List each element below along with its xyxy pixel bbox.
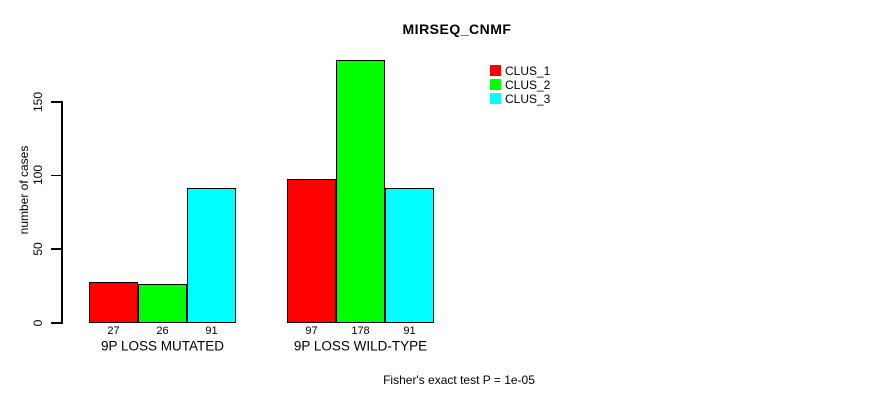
bar-clus_2-group1: [138, 283, 187, 324]
y-axis-tick-label: 150: [31, 91, 45, 112]
bar-value-label: 27: [107, 324, 120, 337]
y-axis-tick: [51, 174, 61, 177]
bar-value-label: 91: [205, 324, 218, 337]
bar-clus_2-group2: [336, 59, 385, 324]
y-axis-tick: [51, 248, 61, 250]
y-axis-tick: [51, 101, 61, 103]
bar-clus_1-group2: [287, 179, 336, 324]
bar-clus_3-group1: [187, 187, 236, 324]
legend-swatch-clus_1: [490, 65, 501, 76]
y-axis-tick-label: 50: [31, 242, 45, 256]
annotation-text: Fisher's exact test P = 1e-05: [383, 373, 535, 387]
y-axis-line: [61, 101, 63, 324]
y-axis-tick: [51, 322, 61, 324]
bar-clus_1-group1: [89, 282, 138, 324]
x-category-label: 9P LOSS WILD-TYPE: [293, 338, 428, 354]
bar-value-label: 26: [156, 324, 169, 337]
legend-swatch-clus_2: [490, 79, 501, 90]
chart-title: MIRSEQ_CNMF: [402, 21, 512, 37]
bar-clus_3-group2: [385, 187, 434, 324]
y-axis-tick-label: 0: [31, 319, 45, 327]
x-category-label: 9P LOSS MUTATED: [100, 338, 225, 354]
legend-label-clus_1: CLUS_1: [505, 63, 551, 78]
legend-swatch-clus_3: [490, 93, 501, 104]
bar-value-label: 97: [305, 324, 318, 337]
legend-label-clus_2: CLUS_2: [505, 77, 551, 92]
bar-value-label: 91: [403, 324, 416, 337]
legend-label-clus_3: CLUS_3: [505, 91, 551, 106]
y-axis-title: number of cases: [17, 145, 31, 235]
bar-value-label: 178: [351, 324, 370, 337]
y-axis-tick-label: 100: [31, 165, 45, 186]
